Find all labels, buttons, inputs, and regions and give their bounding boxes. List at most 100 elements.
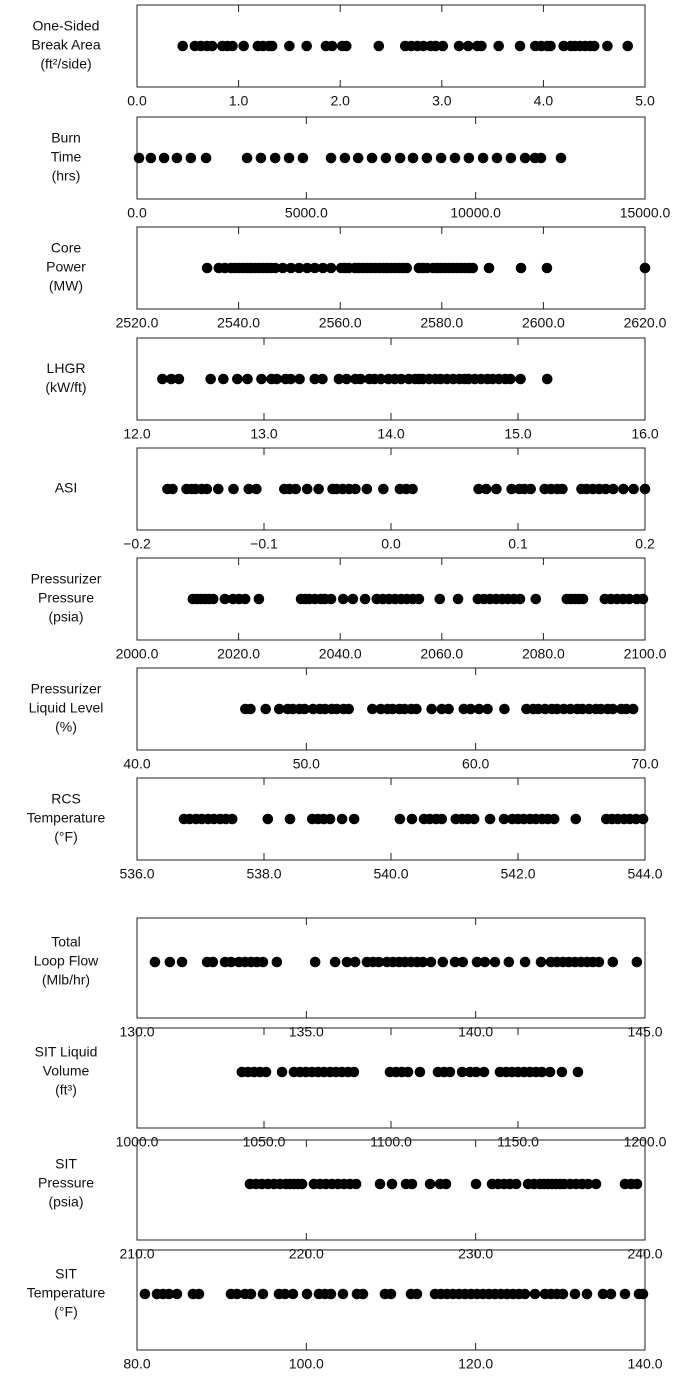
data-point bbox=[570, 813, 582, 825]
data-point bbox=[436, 813, 448, 825]
x-tick-label: 2100.0 bbox=[624, 646, 667, 662]
data-point bbox=[421, 152, 433, 164]
x-tick-label: 542.0 bbox=[500, 866, 535, 882]
data-point bbox=[228, 483, 239, 495]
x-tick-label: 1.0 bbox=[229, 93, 249, 109]
axis-label: Loop Flow bbox=[34, 953, 99, 969]
data-point bbox=[257, 1288, 269, 1300]
data-point bbox=[401, 262, 413, 274]
data-point bbox=[411, 1288, 423, 1300]
x-tick-label: 1150.0 bbox=[497, 1134, 539, 1150]
x-tick-label: 5000.0 bbox=[285, 205, 328, 221]
data-point bbox=[406, 1178, 418, 1190]
data-point bbox=[622, 40, 634, 52]
data-point bbox=[201, 262, 213, 274]
data-point bbox=[164, 956, 176, 968]
data-point bbox=[269, 152, 281, 164]
data-point bbox=[299, 703, 310, 715]
data-point bbox=[463, 152, 475, 164]
data-point bbox=[440, 1178, 452, 1190]
data-point bbox=[284, 813, 296, 825]
data-point bbox=[456, 1066, 468, 1078]
plot-frame bbox=[136, 1027, 646, 1129]
data-point bbox=[324, 813, 336, 825]
x-tick-label: 2.0 bbox=[330, 93, 350, 109]
x-tick-label: 0.1 bbox=[508, 536, 528, 552]
axis-label: SIT Liquid bbox=[35, 1044, 98, 1060]
data-point bbox=[241, 152, 253, 164]
data-point bbox=[435, 152, 447, 164]
data-point bbox=[171, 1288, 183, 1300]
data-point bbox=[317, 373, 328, 385]
data-point bbox=[380, 152, 392, 164]
data-point bbox=[361, 483, 373, 495]
data-point bbox=[544, 1066, 556, 1078]
data-point bbox=[510, 1178, 522, 1190]
x-tick-label: 2580.0 bbox=[420, 315, 463, 331]
data-point bbox=[206, 40, 218, 52]
data-point bbox=[133, 152, 145, 164]
axis-label: Liquid Level bbox=[29, 700, 104, 716]
data-point bbox=[413, 593, 425, 605]
data-point bbox=[284, 40, 295, 52]
axis-label: (ft²/side) bbox=[40, 56, 91, 72]
axis-label: Total bbox=[51, 934, 81, 950]
x-tick-label: 80.0 bbox=[123, 1356, 150, 1372]
x-tick-label: 544.0 bbox=[627, 866, 662, 882]
x-tick-label: 140.0 bbox=[627, 1356, 662, 1372]
x-tick-label: 100.0 bbox=[289, 1356, 324, 1372]
data-point bbox=[535, 956, 547, 968]
data-point bbox=[287, 1288, 299, 1300]
data-point bbox=[470, 1066, 482, 1078]
data-point bbox=[309, 956, 321, 968]
data-point bbox=[499, 703, 510, 715]
data-point bbox=[339, 152, 351, 164]
data-point bbox=[449, 956, 461, 968]
data-point bbox=[473, 483, 484, 495]
data-point bbox=[271, 373, 283, 385]
data-point bbox=[414, 1066, 426, 1078]
axis-label: Pressure bbox=[38, 1175, 94, 1191]
data-point bbox=[529, 1288, 541, 1300]
data-point bbox=[266, 40, 278, 52]
data-point bbox=[631, 1178, 643, 1190]
data-point bbox=[402, 1066, 414, 1078]
data-point bbox=[340, 40, 352, 52]
data-point bbox=[588, 40, 600, 52]
axis-label: ASI bbox=[55, 480, 78, 496]
data-point bbox=[357, 1288, 369, 1300]
data-point bbox=[637, 813, 649, 825]
data-point bbox=[293, 262, 305, 274]
data-point bbox=[519, 956, 531, 968]
data-point bbox=[373, 956, 385, 968]
data-point bbox=[480, 483, 492, 495]
data-point bbox=[201, 483, 213, 495]
x-tick-label: 2600.0 bbox=[522, 315, 565, 331]
data-point bbox=[607, 956, 619, 968]
x-tick-label: 16.0 bbox=[631, 426, 658, 442]
axis-label: Burn bbox=[51, 130, 81, 146]
axis-label: SIT bbox=[55, 1266, 77, 1282]
data-point bbox=[493, 40, 504, 52]
axis-label: Pressurizer bbox=[31, 571, 102, 587]
data-point bbox=[470, 1178, 482, 1190]
data-point bbox=[478, 1066, 490, 1078]
data-point bbox=[411, 703, 422, 715]
data-point bbox=[607, 703, 619, 715]
data-point bbox=[373, 40, 385, 52]
data-point bbox=[519, 152, 531, 164]
x-tick-label: 40.0 bbox=[123, 756, 150, 772]
data-point bbox=[269, 262, 281, 274]
plot-frame bbox=[136, 4, 646, 88]
data-point bbox=[296, 1178, 308, 1190]
x-tick-label: 0.0 bbox=[127, 205, 147, 221]
data-point bbox=[519, 1288, 531, 1300]
data-point bbox=[491, 152, 503, 164]
data-point bbox=[313, 483, 324, 495]
data-point bbox=[557, 1288, 569, 1300]
data-point bbox=[483, 262, 495, 274]
data-point bbox=[238, 40, 249, 52]
data-point bbox=[453, 40, 465, 52]
data-point bbox=[290, 483, 302, 495]
